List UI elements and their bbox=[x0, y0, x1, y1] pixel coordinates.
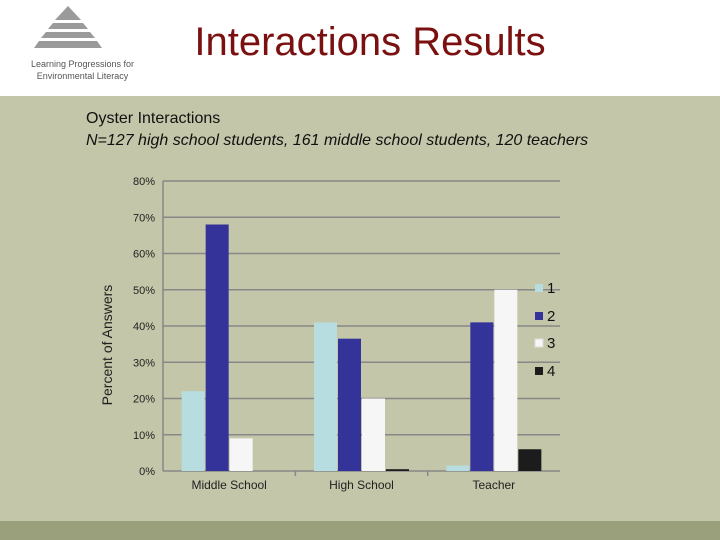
x-tick-label: Middle School bbox=[191, 478, 266, 492]
pyramid-logo-icon bbox=[34, 6, 102, 48]
y-tick-label: 70% bbox=[133, 212, 155, 224]
y-tick-label: 0% bbox=[139, 466, 155, 478]
y-axis-label: Percent of Answers bbox=[99, 285, 115, 406]
bar bbox=[205, 224, 229, 471]
legend-swatch bbox=[535, 284, 543, 292]
legend-swatch bbox=[535, 367, 543, 375]
bar bbox=[229, 438, 253, 471]
y-tick-label: 50% bbox=[133, 285, 155, 297]
bar bbox=[470, 322, 494, 471]
bar bbox=[362, 398, 385, 471]
slide-header: Learning Progressions for Environmental … bbox=[0, 0, 720, 96]
legend-swatch bbox=[535, 312, 543, 320]
bar bbox=[314, 322, 337, 471]
logo-text: Learning Progressions for Environmental … bbox=[10, 58, 155, 82]
footer-band bbox=[0, 521, 720, 540]
y-tick-label: 10% bbox=[133, 430, 155, 442]
bar bbox=[494, 289, 518, 471]
chart-subtitle: Oyster Interactions N=127 high school st… bbox=[86, 108, 588, 152]
slide-title: Interactions Results bbox=[194, 20, 546, 64]
x-tick-label: Teacher bbox=[472, 478, 515, 492]
x-tick-label: High School bbox=[329, 478, 394, 492]
legend-label: 3 bbox=[547, 335, 555, 352]
legend-label: 2 bbox=[547, 308, 555, 325]
y-tick-label: 40% bbox=[133, 321, 155, 333]
y-tick-label: 30% bbox=[133, 357, 155, 369]
logo-line-2: Environmental Literacy bbox=[36, 71, 129, 81]
bar bbox=[338, 338, 361, 471]
legend-swatch bbox=[534, 338, 544, 348]
legend-label: 1 bbox=[547, 280, 555, 297]
bar bbox=[386, 469, 409, 471]
logo: Learning Progressions for Environmental … bbox=[10, 4, 155, 84]
y-tick-label: 60% bbox=[133, 249, 155, 261]
bar bbox=[518, 449, 542, 471]
legend-label: 4 bbox=[547, 363, 555, 380]
bar bbox=[446, 465, 470, 471]
subtitle-line-1: Oyster Interactions bbox=[86, 110, 221, 127]
bar bbox=[181, 391, 205, 471]
y-tick-label: 20% bbox=[133, 394, 155, 406]
logo-line-1: Learning Progressions for bbox=[30, 59, 135, 69]
subtitle-line-2: N=127 high school students, 161 middle s… bbox=[86, 132, 589, 149]
y-tick-label: 80% bbox=[133, 176, 155, 188]
